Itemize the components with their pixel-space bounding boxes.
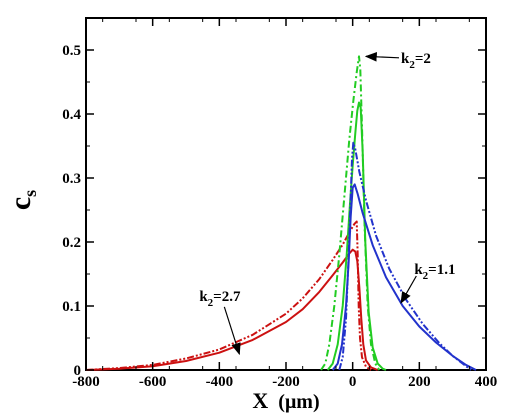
annotation-arrow-1: [364, 52, 400, 62]
series-line-5: [331, 183, 477, 371]
y-axis-label-sub: s: [20, 190, 40, 197]
y-tick-label: 0.5: [62, 43, 81, 59]
series-line-3: [326, 101, 387, 371]
annotation-label-1: k2=2: [401, 51, 431, 71]
series-line-1: [85, 248, 379, 371]
x-tick-label: 400: [475, 374, 498, 390]
x-axis-label-main: X: [252, 388, 268, 413]
y-tick-label: 0.2: [62, 235, 81, 251]
x-tick-label: -400: [206, 374, 234, 390]
series-line-4: [320, 55, 381, 371]
y-tick-label: 0.4: [62, 107, 81, 123]
series-line-6: [338, 141, 472, 371]
annotation-arrow-2: [400, 275, 417, 304]
series-line-2: [85, 220, 372, 371]
annotation-layer: k2=2 k2=1.1 k2=2.7: [199, 51, 455, 356]
y-tick-label: 0.1: [62, 299, 81, 315]
x-tick-label: -600: [139, 374, 167, 390]
y-axis-label-main: c: [4, 197, 37, 210]
annotation-label-2: k2=1.1: [414, 262, 455, 282]
x-tick-label: -800: [72, 374, 100, 390]
ticks-layer: -800 -600 -400 -200 0 200 400 0 0.1 0.2 0.3 0.4 0.5: [62, 17, 498, 390]
x-tick-label: -200: [272, 374, 300, 390]
plot-frame: [85, 17, 487, 371]
annotation-label-3: k2=2.7: [199, 289, 241, 309]
x-axis-label-unit: (μm): [278, 391, 319, 413]
x-axis-label: X (μm): [252, 388, 319, 413]
plot-area: k2=2 k2=1.1 k2=2.7: [85, 17, 487, 371]
x-tick-label: 0: [349, 374, 357, 390]
y-tick-label: 0: [74, 363, 82, 379]
annotation-arrow-3: [223, 306, 241, 356]
x-tick-label: 200: [408, 374, 431, 390]
y-axis-label: cs: [4, 190, 40, 210]
y-tick-label: 0.3: [62, 171, 81, 187]
series-layer: [85, 55, 477, 371]
